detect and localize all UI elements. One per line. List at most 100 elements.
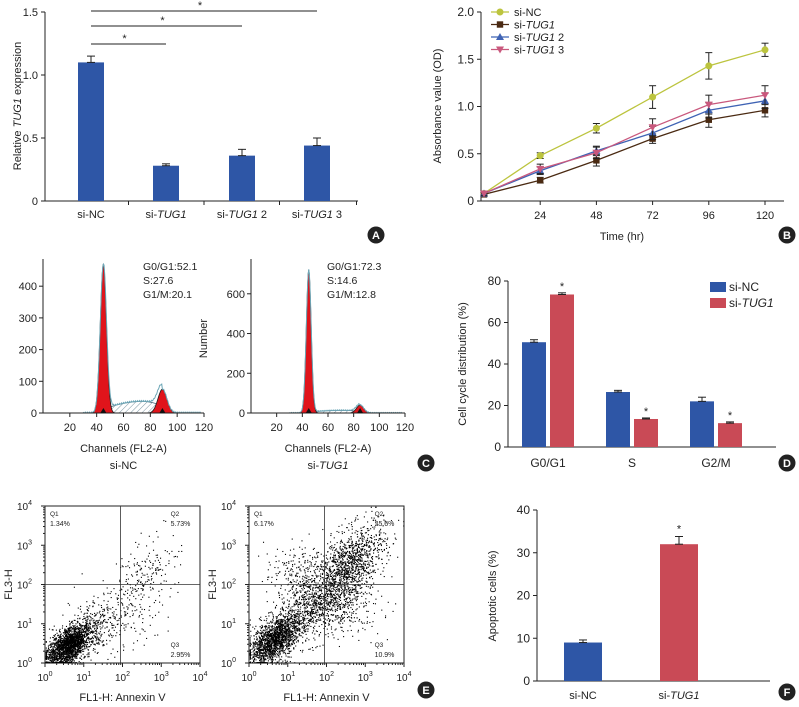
- event-dot: [94, 636, 97, 638]
- event-dot: [288, 634, 290, 637]
- event-dot: [316, 609, 319, 611]
- event-dot: [61, 642, 63, 644]
- event-dot: [313, 605, 315, 607]
- y-tick-label: 103: [17, 539, 32, 552]
- event-dot: [294, 635, 296, 637]
- event-dot: [274, 644, 277, 646]
- event-dot: [252, 651, 254, 653]
- event-dot: [284, 627, 286, 629]
- event-dot: [55, 654, 57, 656]
- event-dot: [71, 631, 73, 633]
- event-dot: [264, 626, 266, 628]
- event-dot: [291, 639, 293, 641]
- event-dot: [280, 629, 282, 631]
- event-dot: [76, 625, 78, 627]
- event-dot: [154, 560, 156, 562]
- event-dot: [326, 580, 328, 582]
- event-dot: [260, 662, 262, 664]
- event-dot: [147, 555, 149, 557]
- bar: [718, 423, 742, 447]
- event-dot: [311, 608, 313, 610]
- event-dot: [319, 645, 321, 647]
- event-dot: [75, 632, 77, 634]
- event-dot: [139, 565, 141, 567]
- event-dot: [265, 620, 267, 622]
- event-dot: [69, 656, 71, 658]
- event-dot: [255, 625, 257, 627]
- event-dot: [295, 630, 297, 632]
- event-dot: [107, 609, 109, 612]
- event-dot: [64, 658, 66, 660]
- event-dot: [118, 619, 120, 621]
- event-dot: [119, 581, 121, 583]
- event-dot: [80, 635, 82, 637]
- event-dot: [115, 563, 117, 565]
- event-dot: [73, 651, 75, 653]
- event-dot: [333, 594, 335, 596]
- event-dot: [293, 614, 295, 616]
- event-dot: [280, 640, 282, 642]
- event-dot: [321, 613, 323, 615]
- event-dot: [67, 628, 69, 630]
- event-dot: [302, 642, 304, 644]
- event-dot: [80, 630, 82, 632]
- event-dot: [295, 575, 297, 577]
- event-dot: [256, 637, 258, 639]
- event-dot: [88, 615, 90, 617]
- event-dot: [250, 630, 252, 632]
- event-dot: [75, 662, 77, 664]
- event-dot: [288, 604, 290, 606]
- event-dot: [258, 655, 260, 657]
- event-dot: [297, 606, 299, 608]
- event-dot: [306, 580, 308, 582]
- event-dot: [303, 630, 305, 632]
- event-dot: [287, 631, 290, 633]
- event-dot: [48, 656, 50, 658]
- event-dot: [61, 652, 64, 654]
- event-dot: [265, 636, 267, 638]
- event-dot: [282, 624, 284, 626]
- event-dot: [64, 629, 66, 631]
- event-dot: [72, 640, 74, 642]
- event-dot: [131, 575, 134, 577]
- quadrant-name: Q2: [171, 511, 180, 518]
- event-dot: [68, 636, 70, 638]
- event-dot: [287, 639, 289, 641]
- event-dot: [284, 652, 286, 654]
- event-dot: [271, 636, 273, 638]
- event-dot: [48, 654, 50, 656]
- event-dot: [53, 638, 56, 640]
- event-dot: [133, 595, 135, 597]
- event-dot: [92, 638, 94, 640]
- event-dot: [64, 658, 66, 660]
- series-line: [483, 109, 766, 196]
- event-dot: [54, 662, 56, 664]
- event-dot: [61, 638, 63, 640]
- event-dot: [274, 633, 276, 636]
- event-dot: [76, 628, 78, 630]
- event-dot: [130, 591, 132, 593]
- event-dot: [73, 643, 75, 645]
- event-dot: [97, 642, 99, 644]
- event-dot: [117, 601, 119, 603]
- event-dot: [75, 654, 77, 657]
- event-dot: [303, 626, 305, 628]
- event-dot: [84, 656, 86, 658]
- event-dot: [301, 622, 303, 624]
- event-dot: [73, 644, 75, 647]
- event-dot: [138, 579, 140, 581]
- event-dot: [88, 629, 90, 631]
- event-dot: [60, 636, 62, 638]
- event-dot: [291, 587, 293, 589]
- event-dot: [77, 650, 79, 652]
- event-dot: [74, 654, 76, 656]
- event-dot: [67, 628, 70, 630]
- event-dot: [338, 596, 340, 598]
- event-dot: [101, 641, 103, 643]
- event-dot: [272, 638, 274, 641]
- event-dot: [263, 661, 265, 663]
- event-dot: [73, 633, 75, 635]
- event-dot: [277, 619, 279, 621]
- event-dot: [322, 644, 324, 646]
- event-dot: [56, 641, 58, 643]
